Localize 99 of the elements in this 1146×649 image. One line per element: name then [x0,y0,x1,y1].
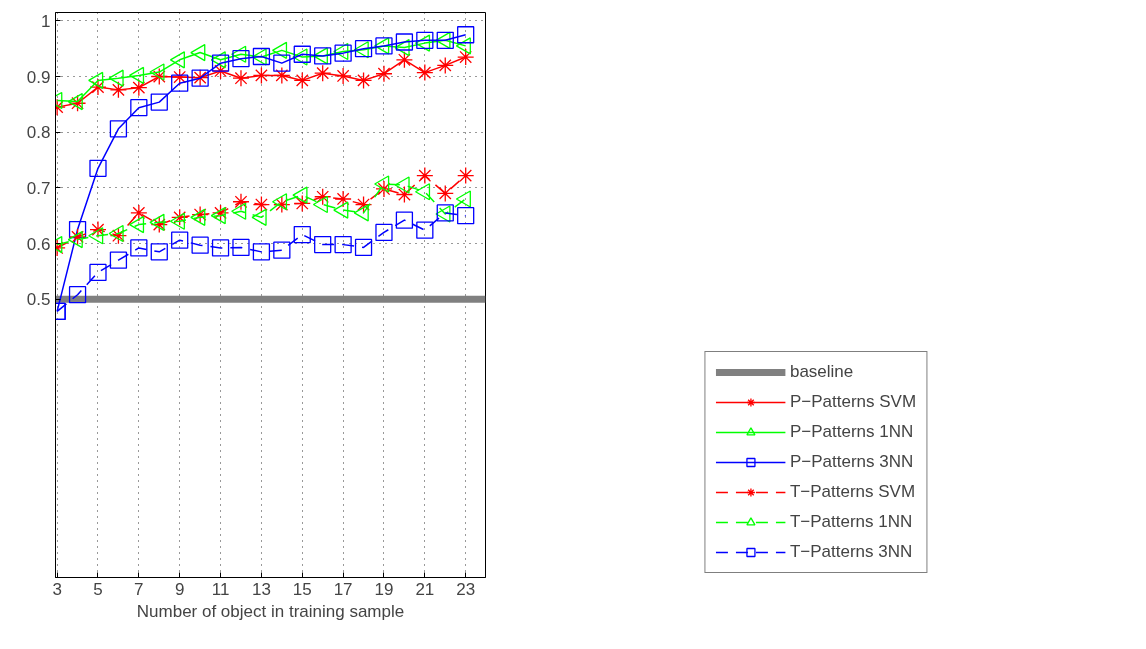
point [314,47,332,65]
point [252,195,271,214]
point [150,67,168,86]
point [130,204,148,222]
point [457,166,475,185]
point [68,228,87,246]
x-tick-label: 15 [292,579,312,599]
x-tick-label: 9 [174,579,185,599]
point [334,235,352,254]
point [252,243,271,261]
point [436,184,454,203]
legend-label: T−Patterns SVM [789,482,916,502]
x-tick-label: 5 [93,579,103,599]
legend-label: P−Patterns 3NN [789,452,914,472]
point [354,40,373,58]
point [354,71,373,90]
point [314,188,332,206]
point [416,221,434,239]
point [273,54,291,72]
point [436,56,454,75]
point [273,66,291,85]
y-tick-label: 0.6 [26,234,51,254]
point [395,211,414,229]
x-tick-label: 7 [134,579,144,599]
x-tick-label: 3 [52,579,62,599]
x-tick-label: 13 [251,579,271,599]
point [130,79,148,97]
point [89,78,107,96]
point [293,71,311,90]
point [88,71,104,90]
point [375,223,393,242]
point [130,239,148,257]
point [293,194,311,213]
x-tick-label: 19 [374,579,394,599]
y-tick-label: 0.8 [26,123,51,143]
x-axis-title: Number of object in training sample [136,601,405,621]
point [395,185,414,204]
legend-label: T−Patterns 1NN [789,512,913,532]
point [354,195,373,214]
point [457,48,475,66]
point [109,81,128,99]
point [314,235,332,254]
y-tick-label: 1 [41,11,51,31]
point [171,74,189,92]
point [68,220,87,239]
point [252,47,271,66]
x-tick-label: 11 [211,579,230,599]
point [150,93,168,111]
legend-label: P−Patterns SVM [789,392,917,412]
point [375,65,393,83]
point [171,208,189,226]
legend-label: T−Patterns 3NN [789,542,913,562]
point [334,190,352,208]
point [109,227,128,245]
x-tick-label: 21 [415,579,435,599]
point [395,33,414,51]
point [191,236,209,254]
point [88,227,104,245]
point [130,99,148,117]
point [333,201,349,219]
point [109,120,128,138]
point [211,239,230,257]
point [334,67,352,85]
legend-label: P−Patterns 1NN [789,422,914,442]
point [89,220,107,239]
point [232,193,250,211]
point [416,63,434,82]
point [416,166,434,185]
point [232,69,250,87]
point [374,175,390,193]
point [232,238,250,257]
point [89,263,107,282]
point [252,66,271,85]
point [231,45,247,63]
point [457,207,475,225]
point [89,159,107,178]
point [293,225,311,244]
point [231,202,247,220]
point [171,68,189,86]
point [457,26,475,44]
x-tick-label: 23 [456,579,476,599]
y-tick-label: 0.5 [26,290,51,310]
point [211,204,230,222]
point [273,241,291,259]
y-tick-label: 0.9 [26,67,51,87]
point [150,243,168,261]
point [232,50,250,68]
point [109,251,128,269]
legend-label: baseline [789,362,854,382]
y-tick-label: 0.7 [26,178,51,198]
point [211,62,230,80]
point [314,64,332,82]
point [354,238,373,257]
point [375,180,393,198]
x-tick-label: 17 [333,579,353,599]
point [395,51,414,69]
point [68,286,87,304]
point [211,54,230,72]
point [171,231,189,249]
